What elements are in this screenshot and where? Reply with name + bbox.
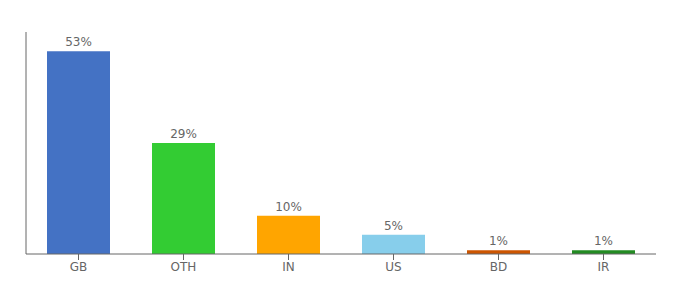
svg-text:5%: 5%	[384, 219, 403, 233]
svg-text:US: US	[385, 260, 401, 274]
svg-text:IN: IN	[282, 260, 295, 274]
svg-text:1%: 1%	[594, 234, 613, 248]
svg-text:IR: IR	[598, 260, 610, 274]
svg-text:GB: GB	[70, 260, 88, 274]
svg-text:29%: 29%	[170, 127, 197, 141]
svg-text:BD: BD	[490, 260, 507, 274]
svg-text:OTH: OTH	[171, 260, 197, 274]
svg-text:1%: 1%	[489, 234, 508, 248]
svg-text:10%: 10%	[275, 200, 302, 214]
svg-text:53%: 53%	[65, 35, 92, 49]
